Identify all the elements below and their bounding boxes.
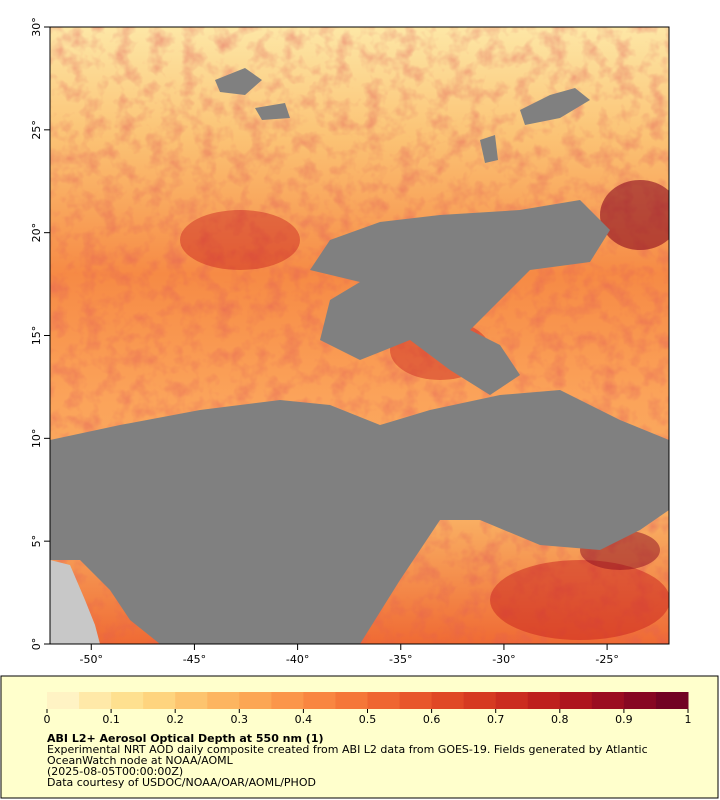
x-tick-label: -45° [183,653,206,666]
colorbar-tick-label: 0.4 [295,713,313,726]
colorbar-tick-label: 0.1 [102,713,120,726]
legend-line: (2025-08-05T00:00:00Z) [47,765,183,778]
legend-line: Data courtesy of USDOC/NOAA/OAR/AOML/PHO… [47,776,316,789]
colorbar-swatch [495,692,529,709]
legend-title: ABI L2+ Aerosol Optical Depth at 550 nm … [47,732,324,745]
colorbar-swatch [559,692,593,709]
colorbar-swatch [527,692,561,709]
x-tick-label: -25° [595,653,618,666]
colorbar-tick-label: 0.7 [487,713,505,726]
y-tick-label: 15° [30,326,43,346]
colorbar-swatch [143,692,176,709]
colorbar-swatch [367,692,401,709]
y-tick-label: 10° [30,429,43,449]
colorbar-swatch [463,692,497,709]
colorbar-swatch [655,692,689,709]
colorbar-tick-label: 0.3 [231,713,249,726]
colorbar-tick-label: 0.9 [615,713,633,726]
colorbar-swatch [335,692,368,709]
x-tick-label: -30° [492,653,515,666]
colorbar-swatch [175,692,208,709]
colorbar-tick-label: 0.2 [166,713,184,726]
y-tick-label: 20° [30,223,43,243]
colorbar-swatch [303,692,336,709]
colorbar-tick-label: 0 [44,713,51,726]
y-tick-label: 25° [30,120,43,140]
colorbar-tick-label: 0.6 [423,713,441,726]
y-tick-label: 0° [30,638,43,651]
legend-line: Experimental NRT AOD daily composite cre… [47,743,648,756]
colorbar-swatch [239,692,272,709]
y-tick-label: 30° [30,17,43,37]
colorbar-swatch [207,692,240,709]
colorbar-tick-label: 0.5 [359,713,377,726]
legend-line: OceanWatch node at NOAA/AOML [47,754,234,767]
colorbar-tick-label: 0.8 [551,713,569,726]
colorbar-swatch [399,692,433,709]
colorbar-swatch [47,692,80,709]
colorbar-swatch [111,692,144,709]
x-tick-label: -40° [286,653,309,666]
colorbar-swatch [79,692,112,709]
colorbar-swatch [591,692,625,709]
colorbar-swatch [271,692,304,709]
colorbar-swatch [431,692,465,709]
map-raster [50,27,669,644]
colorbar-tick-label: 1 [685,713,692,726]
x-tick-label: -35° [389,653,412,666]
colorbar-swatch [623,692,657,709]
x-tick-label: -50° [80,653,103,666]
y-tick-label: 5° [30,535,43,548]
